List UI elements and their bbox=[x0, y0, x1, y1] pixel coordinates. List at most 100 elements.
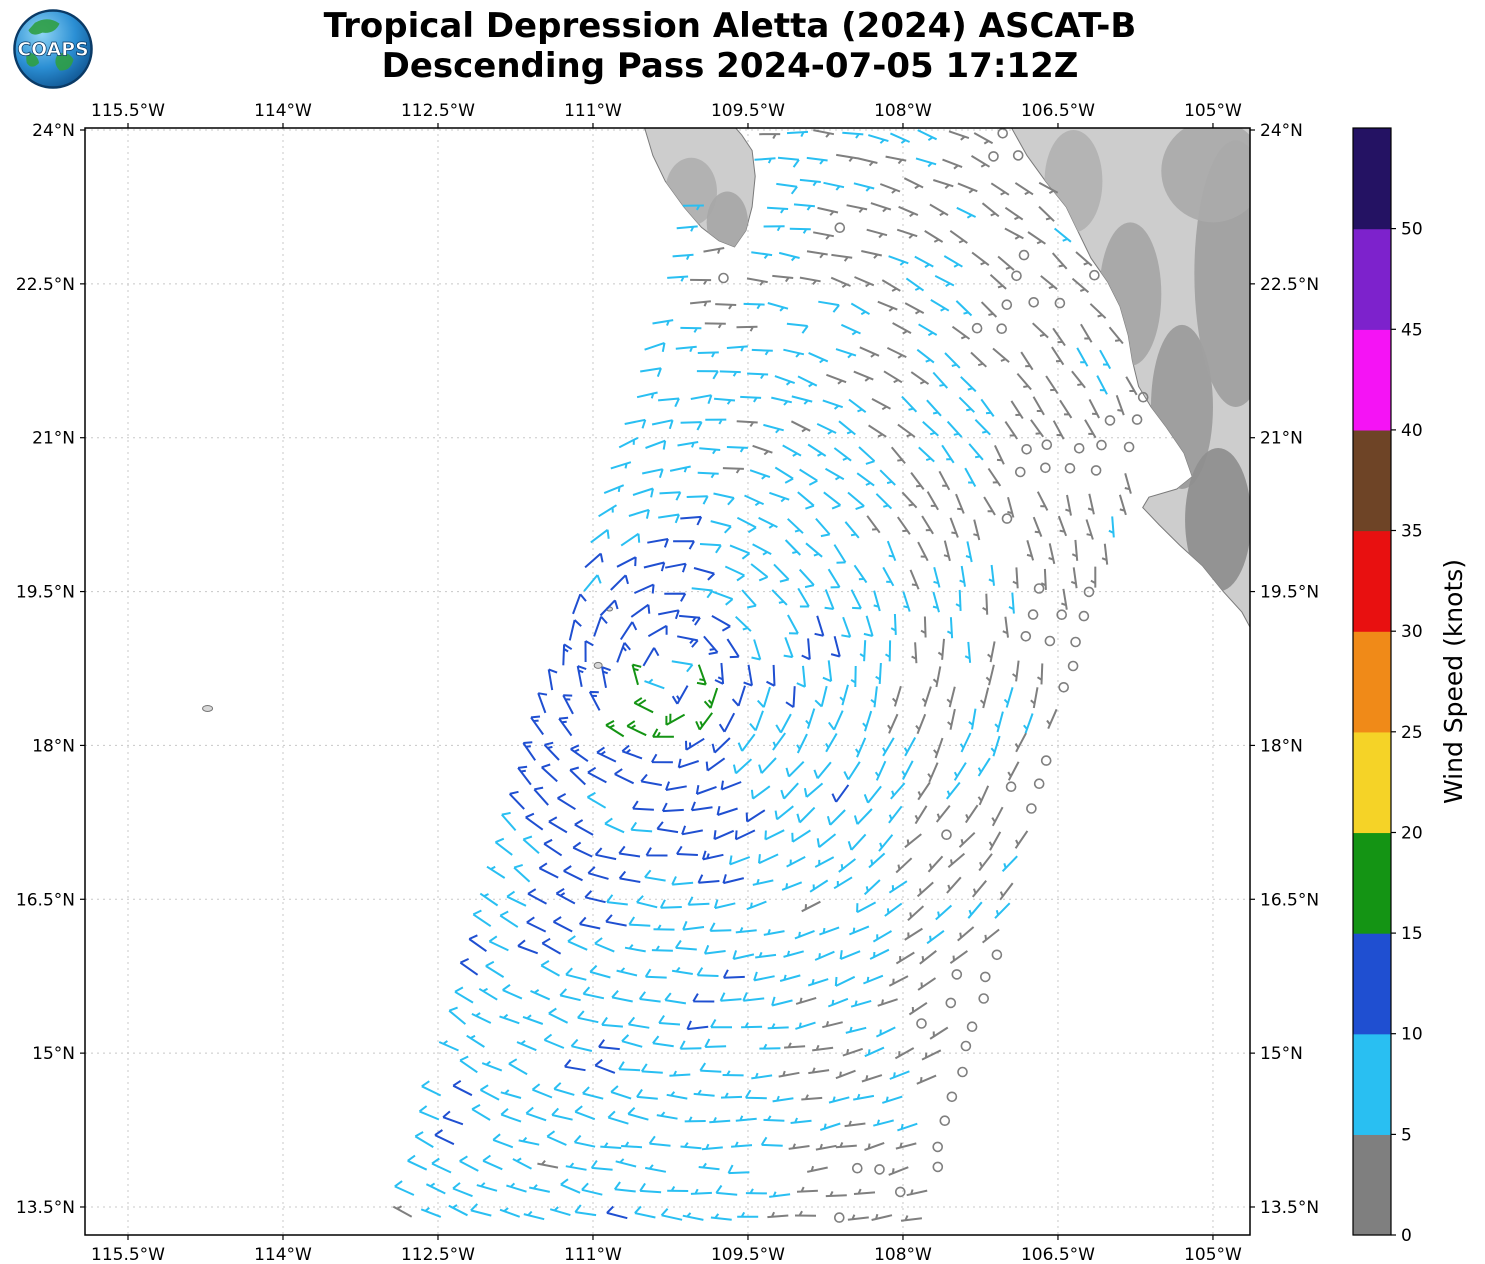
chart-title: Tropical Depression Aletta (2024) ASCAT-… bbox=[0, 6, 1460, 86]
wind-barb bbox=[970, 351, 987, 368]
wind-barb bbox=[955, 589, 962, 611]
wind-barb bbox=[697, 351, 719, 358]
wind-barb bbox=[699, 447, 721, 455]
wind-barb bbox=[783, 348, 805, 358]
lat-tick-label-left: 13.5°N bbox=[16, 1198, 75, 1218]
colorbar-segment bbox=[1353, 631, 1391, 733]
wind-barb bbox=[1115, 394, 1125, 416]
wind-barb bbox=[1032, 322, 1049, 339]
wind-barb bbox=[847, 833, 867, 851]
wind-barb bbox=[862, 710, 873, 732]
wind-barb bbox=[864, 1046, 885, 1058]
wind-barb bbox=[895, 857, 913, 874]
wind-barb bbox=[789, 227, 811, 234]
wind-barb bbox=[452, 1079, 473, 1097]
wind-barb bbox=[897, 1122, 918, 1132]
wind-barb bbox=[932, 179, 954, 190]
wind-barb bbox=[910, 371, 930, 385]
wind-barb bbox=[901, 395, 918, 413]
wind-barb bbox=[696, 370, 719, 380]
wind-barb bbox=[703, 635, 719, 655]
wind-barb bbox=[448, 1006, 467, 1025]
wind-barb bbox=[599, 599, 619, 617]
wind-barb bbox=[1014, 732, 1027, 753]
wind-barb bbox=[949, 517, 959, 538]
wind-barb bbox=[805, 542, 823, 558]
wind-barb bbox=[586, 791, 607, 809]
wind-barb bbox=[871, 398, 891, 411]
wind-barb bbox=[1038, 181, 1059, 195]
wind-barb bbox=[831, 784, 850, 803]
wind-barb bbox=[965, 541, 973, 563]
wind-barb bbox=[696, 664, 707, 686]
wind-barb bbox=[584, 640, 594, 663]
wind-barb bbox=[980, 398, 995, 417]
wind-barb bbox=[562, 694, 574, 715]
wind-barb bbox=[746, 900, 767, 911]
wind-barb bbox=[407, 1154, 428, 1171]
wind-barb bbox=[667, 275, 689, 282]
wind-barb bbox=[710, 1213, 732, 1221]
wind-barb bbox=[822, 1021, 843, 1029]
wind-barb bbox=[584, 552, 604, 569]
wind-barb bbox=[854, 737, 867, 758]
wind-barb bbox=[710, 520, 732, 534]
colorbar-tick-label: 30 bbox=[1401, 622, 1423, 642]
colorbar-tick-label: 15 bbox=[1401, 924, 1423, 944]
calm-wind-circle bbox=[1073, 442, 1085, 454]
wind-barb bbox=[574, 1204, 597, 1217]
wind-barb bbox=[549, 1206, 571, 1217]
wind-barb bbox=[582, 1086, 604, 1100]
wind-barb bbox=[831, 253, 853, 262]
wind-barb bbox=[783, 950, 804, 958]
wind-barb bbox=[973, 132, 994, 145]
calm-wind-circle bbox=[1044, 635, 1056, 647]
wind-barb bbox=[691, 587, 714, 599]
wind-barb bbox=[644, 341, 666, 352]
wind-barb bbox=[959, 565, 966, 587]
wind-barb bbox=[814, 615, 825, 637]
lon-tick-label-top: 112.5°W bbox=[401, 101, 475, 121]
lat-tick-label-left: 16.5°N bbox=[16, 890, 75, 910]
wind-barb bbox=[564, 1059, 586, 1072]
wind-barb bbox=[587, 866, 609, 880]
wind-barb bbox=[508, 1058, 528, 1076]
wind-barb bbox=[703, 687, 719, 709]
wind-barb bbox=[610, 461, 632, 470]
wind-barb bbox=[548, 816, 568, 834]
wind-barb bbox=[676, 225, 698, 232]
wind-barb bbox=[615, 1158, 637, 1168]
wind-barb bbox=[722, 467, 744, 474]
wind-barb bbox=[1071, 277, 1090, 294]
wind-barb bbox=[528, 1184, 551, 1193]
wind-barb bbox=[935, 804, 951, 823]
wind-barb bbox=[841, 616, 852, 638]
lat-tick-label-right: 22.5°N bbox=[1260, 275, 1319, 295]
wind-barb bbox=[589, 964, 611, 979]
wind-barb bbox=[938, 470, 951, 491]
wind-barb bbox=[692, 993, 715, 1003]
wind-barb bbox=[665, 562, 687, 573]
wind-barb bbox=[946, 686, 956, 708]
wind-barb bbox=[741, 589, 757, 609]
wind-barb bbox=[828, 1096, 850, 1104]
wind-barb bbox=[901, 760, 914, 780]
wind-barb bbox=[1004, 421, 1019, 440]
wind-barb bbox=[652, 728, 674, 738]
calm-wind-circle bbox=[1040, 462, 1051, 474]
wind-barb bbox=[645, 1164, 667, 1173]
wind-barb bbox=[616, 556, 637, 568]
wind-barb bbox=[778, 251, 800, 262]
wind-barb bbox=[522, 835, 540, 855]
wind-barb bbox=[827, 997, 849, 1008]
calm-wind-circle bbox=[966, 1021, 978, 1032]
wind-barb bbox=[994, 902, 1011, 919]
wind-barb bbox=[951, 325, 971, 340]
wind-barb bbox=[687, 896, 710, 906]
wind-barb bbox=[624, 944, 646, 953]
wind-barb bbox=[476, 1182, 498, 1192]
wind-barb bbox=[958, 831, 976, 848]
wind-barb bbox=[665, 713, 686, 726]
wind-barb bbox=[889, 1070, 910, 1080]
wind-barb bbox=[594, 1059, 616, 1074]
